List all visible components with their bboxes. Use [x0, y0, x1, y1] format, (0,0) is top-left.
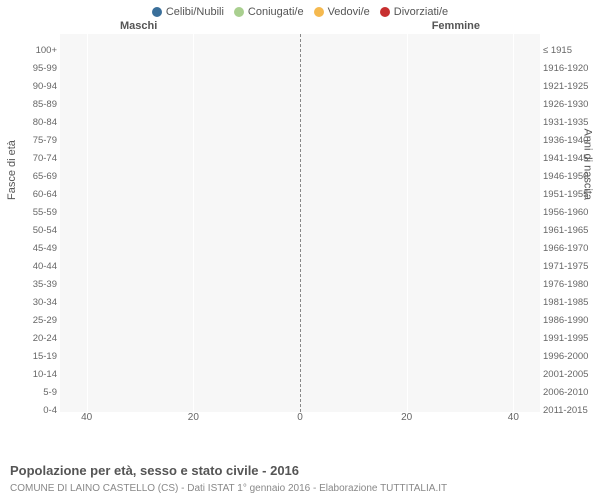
pyramid-row	[60, 232, 540, 250]
birth-year-label: 1971-1975	[543, 258, 598, 276]
age-label: 70-74	[2, 150, 57, 168]
age-label: 80-84	[2, 114, 57, 132]
pyramid-row	[60, 52, 540, 70]
legend: Celibi/Nubili Coniugati/e Vedovi/e Divorzia…	[0, 0, 600, 18]
birth-year-label: 1976-1980	[543, 276, 598, 294]
age-label: 10-14	[2, 366, 57, 384]
age-label: 95-99	[2, 60, 57, 78]
chart-subtitle: COMUNE DI LAINO CASTELLO (CS) - Dati IST…	[10, 483, 447, 494]
birth-year-label: 1966-1970	[543, 240, 598, 258]
age-label: 30-34	[2, 294, 57, 312]
birth-year-label: 1941-1945	[543, 150, 598, 168]
pyramid-row	[60, 34, 540, 52]
legend-swatch	[234, 7, 244, 17]
pyramid-row	[60, 250, 540, 268]
birth-year-label: 1931-1935	[543, 114, 598, 132]
age-label: 5-9	[2, 384, 57, 402]
female-header: Femmine	[432, 20, 480, 32]
pyramid-row	[60, 394, 540, 412]
pyramid-row	[60, 178, 540, 196]
age-label: 25-29	[2, 312, 57, 330]
pyramid-row	[60, 106, 540, 124]
birth-year-label: 1951-1955	[543, 186, 598, 204]
birth-year-label: 1916-1920	[543, 60, 598, 78]
birth-year-label: 1961-1965	[543, 222, 598, 240]
age-label: 55-59	[2, 204, 57, 222]
birth-year-label: ≤ 1915	[543, 42, 598, 60]
birth-year-label: 1986-1990	[543, 312, 598, 330]
pyramid-row	[60, 340, 540, 358]
legend-swatch	[380, 7, 390, 17]
legend-swatch	[314, 7, 324, 17]
pyramid-row	[60, 286, 540, 304]
birth-year-label: 2011-2015	[543, 402, 598, 420]
pyramid-row	[60, 322, 540, 340]
x-axis: 40 20 0 20 40	[60, 412, 540, 426]
birth-year-label: 2006-2010	[543, 384, 598, 402]
birth-year-label: 1991-1995	[543, 330, 598, 348]
birth-year-label: 1996-2000	[543, 348, 598, 366]
legend-label: Divorziati/e	[394, 6, 448, 18]
pyramid-row	[60, 214, 540, 232]
male-header: Maschi	[120, 20, 157, 32]
pyramid-plot	[60, 34, 540, 412]
legend-label: Celibi/Nubili	[166, 6, 224, 18]
age-label: 15-19	[2, 348, 57, 366]
x-tick: 40	[508, 412, 519, 423]
age-label: 45-49	[2, 240, 57, 258]
birth-year-label: 1936-1940	[543, 132, 598, 150]
age-label: 35-39	[2, 276, 57, 294]
pyramid-row	[60, 376, 540, 394]
age-label: 40-44	[2, 258, 57, 276]
age-label: 20-24	[2, 330, 57, 348]
pyramid-row	[60, 358, 540, 376]
birth-year-label: 1956-1960	[543, 204, 598, 222]
birth-year-label: 2001-2005	[543, 366, 598, 384]
pyramid-row	[60, 142, 540, 160]
pyramid-row	[60, 196, 540, 214]
legend-label: Vedovi/e	[328, 6, 370, 18]
age-label: 65-69	[2, 168, 57, 186]
legend-item: Vedovi/e	[314, 6, 370, 18]
age-label: 85-89	[2, 96, 57, 114]
age-label: 100+	[2, 42, 57, 60]
age-label: 0-4	[2, 402, 57, 420]
chart-title: Popolazione per età, sesso e stato civil…	[10, 463, 299, 478]
pyramid-row	[60, 160, 540, 178]
x-tick: 20	[188, 412, 199, 423]
birth-year-label: 1926-1930	[543, 96, 598, 114]
pyramid-row	[60, 304, 540, 322]
gender-headers: Maschi Femmine	[0, 20, 600, 32]
birth-year-label: 1981-1985	[543, 294, 598, 312]
age-label: 50-54	[2, 222, 57, 240]
legend-item: Divorziati/e	[380, 6, 448, 18]
age-label: 90-94	[2, 78, 57, 96]
x-tick: 20	[401, 412, 412, 423]
legend-label: Coniugati/e	[248, 6, 304, 18]
birth-year-label: 1946-1950	[543, 168, 598, 186]
x-tick: 0	[297, 412, 303, 423]
pyramid-row	[60, 88, 540, 106]
pyramid-row	[60, 70, 540, 88]
birth-year-label: 1921-1925	[543, 78, 598, 96]
legend-item: Coniugati/e	[234, 6, 304, 18]
pyramid-row	[60, 268, 540, 286]
pyramid-row	[60, 124, 540, 142]
legend-item: Celibi/Nubili	[152, 6, 224, 18]
age-label: 60-64	[2, 186, 57, 204]
legend-swatch	[152, 7, 162, 17]
x-tick: 40	[81, 412, 92, 423]
age-label: 75-79	[2, 132, 57, 150]
